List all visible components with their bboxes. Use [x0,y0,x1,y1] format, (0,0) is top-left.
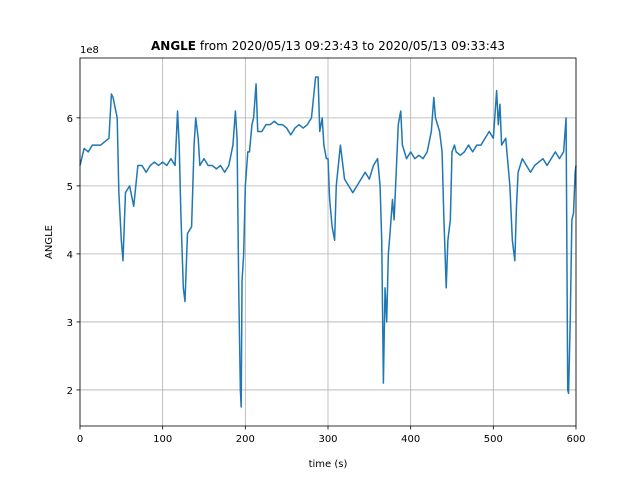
y-axis-label: ANGLE [44,225,55,259]
title-bold: ANGLE [151,39,196,53]
x-axis-label: time (s) [309,459,348,470]
data-line [79,76,577,408]
y-tick-label: 4 [67,250,73,261]
y-offset-label: 1e8 [80,45,99,56]
grid [79,58,577,426]
title-rest: from 2020/05/13 09:23:43 to 2020/05/13 0… [200,39,505,53]
plot [79,76,577,408]
y-tick-label: 5 [67,182,73,193]
x-tick-label: 200 [236,434,255,445]
x-tick-label: 400 [401,434,420,445]
x-tick-label: 500 [484,434,503,445]
x-tick-label: 300 [318,434,337,445]
x-tick-label: 100 [153,434,172,445]
x-tick-label: 0 [77,434,83,445]
y-tick-label: 2 [67,386,73,397]
y-tick-label: 6 [67,114,73,125]
chart-title: ANGLE from 2020/05/13 09:23:43 to 2020/0… [151,39,505,53]
y-tick-label: 3 [67,318,73,329]
x-tick-label: 600 [566,434,585,445]
